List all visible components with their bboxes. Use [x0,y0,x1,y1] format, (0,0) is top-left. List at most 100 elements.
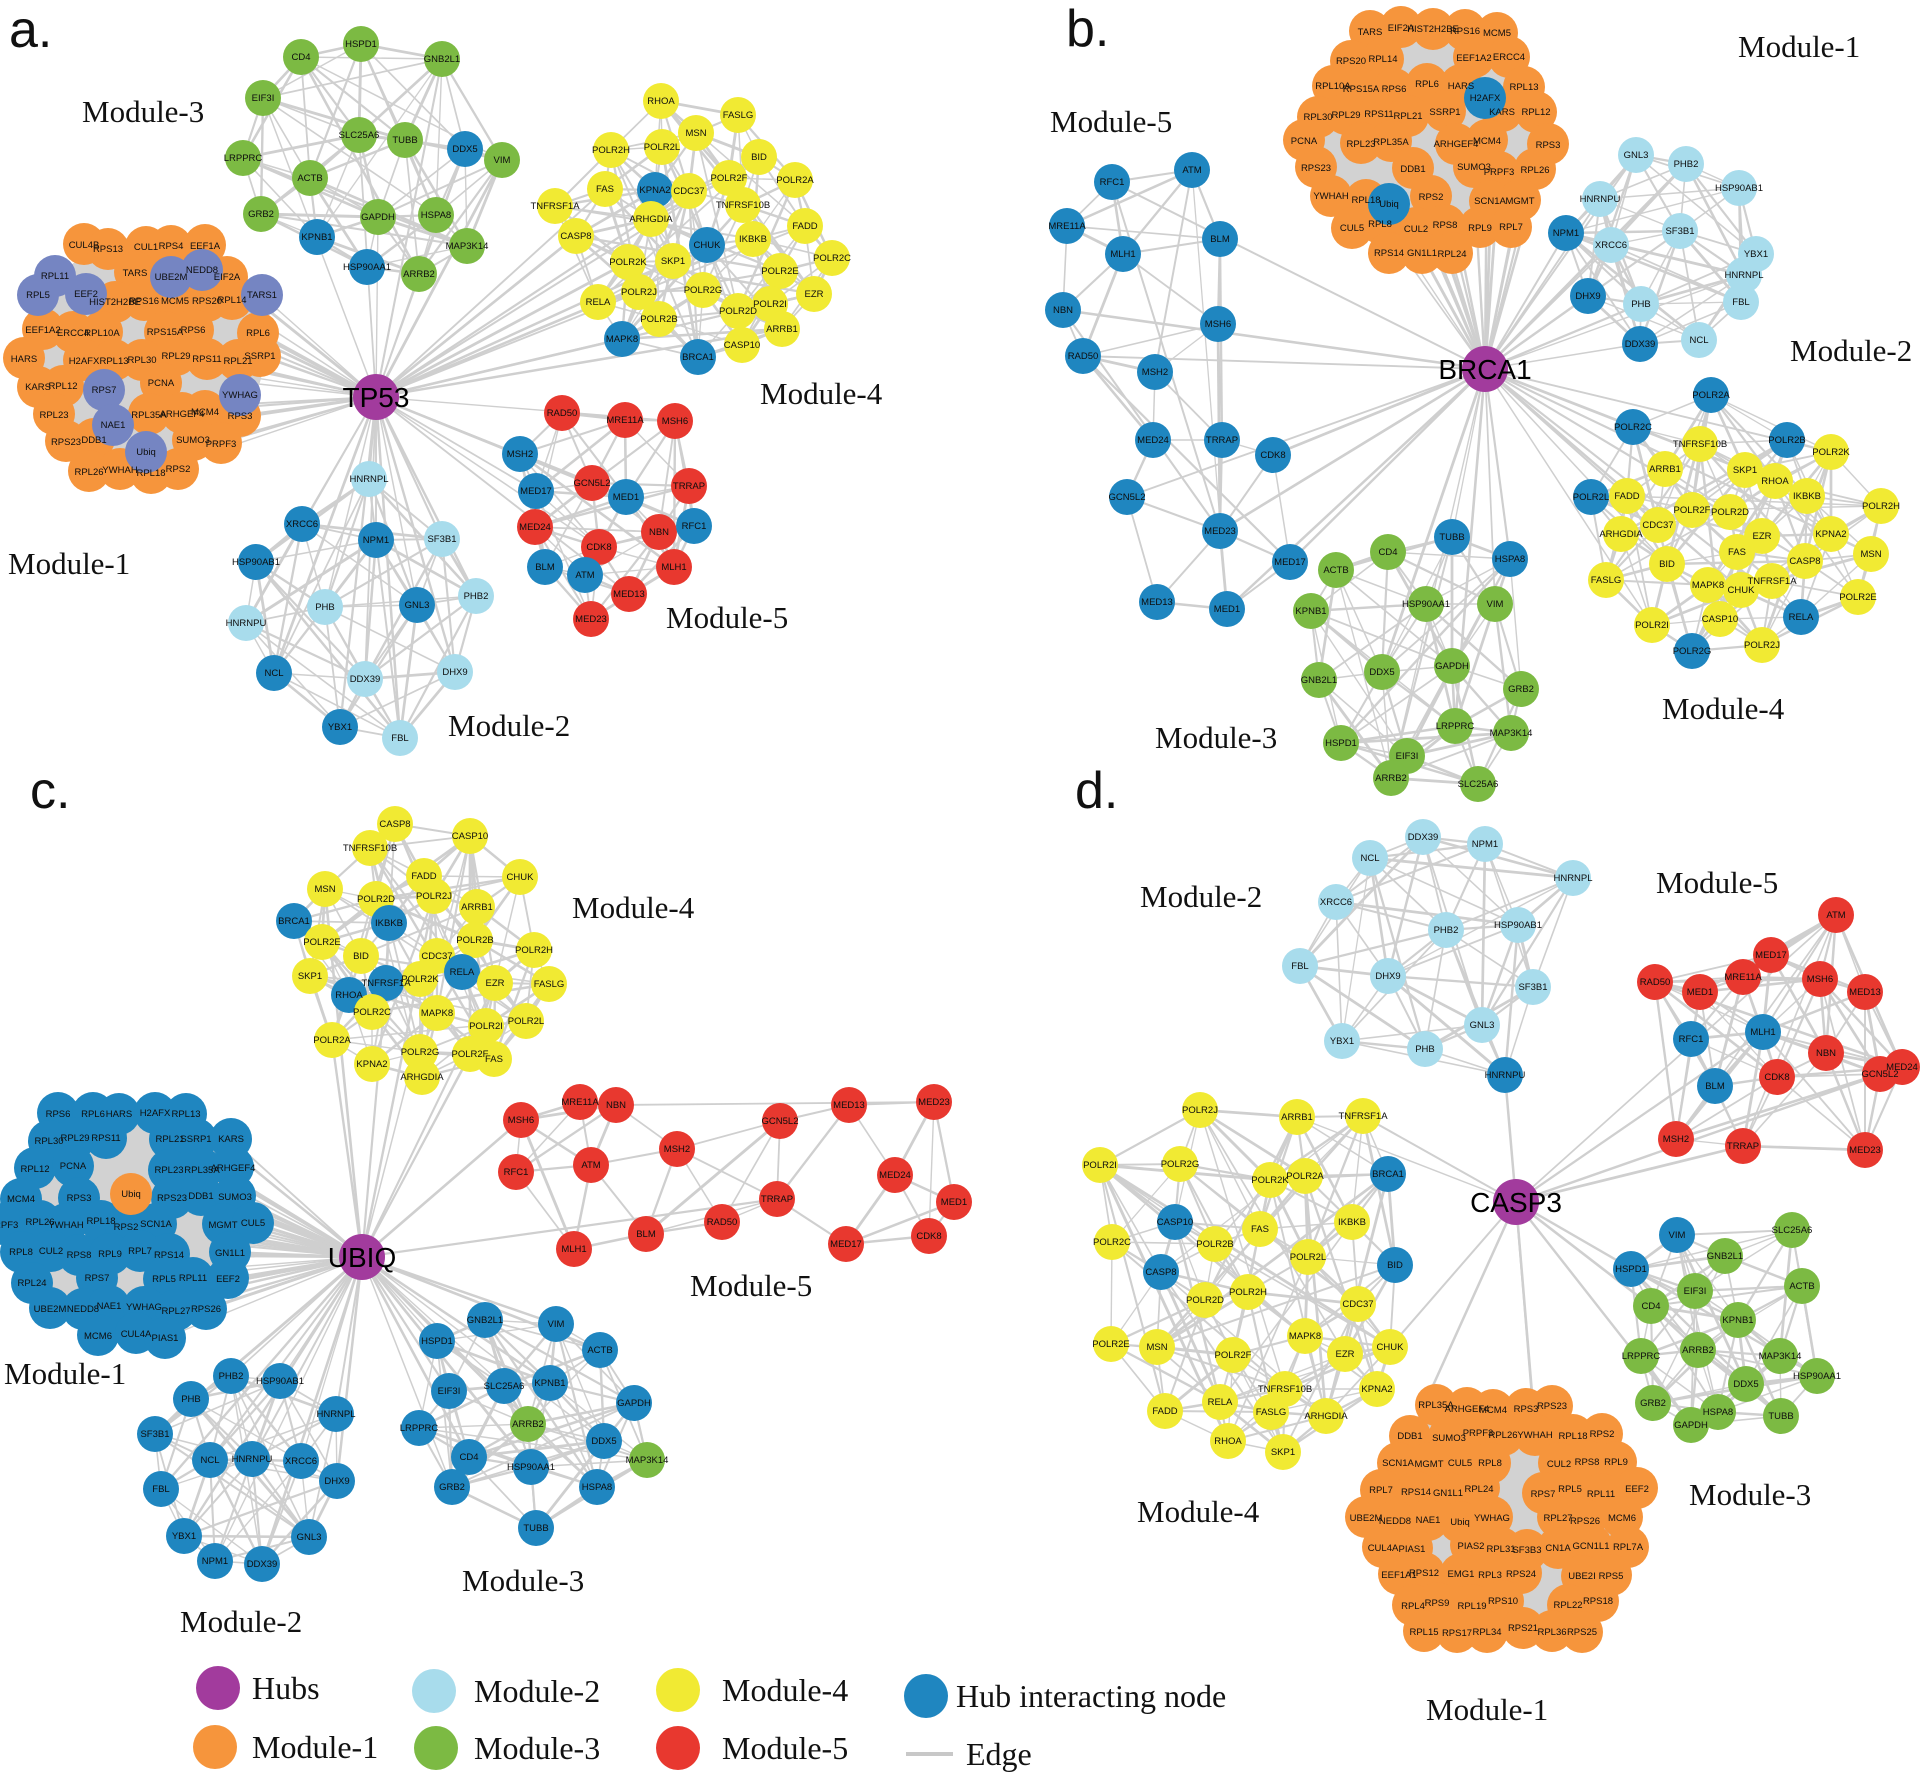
svg-text:CDK8: CDK8 [1764,1072,1789,1083]
svg-text:SF3B1: SF3B1 [1518,982,1547,993]
svg-text:MAPK8: MAPK8 [1289,1331,1321,1342]
svg-text:Module-3: Module-3 [474,1730,600,1766]
svg-text:PHB: PHB [1415,1044,1435,1055]
svg-text:MAPK8: MAPK8 [606,334,638,345]
svg-text:RPS8: RPS8 [1575,1457,1600,1468]
svg-text:RPL12: RPL12 [20,1164,49,1175]
svg-text:RPS5: RPS5 [1599,1571,1624,1582]
svg-text:HSPD1: HSPD1 [1325,738,1357,749]
svg-text:HNRNPL: HNRNPL [1553,873,1592,884]
svg-text:MED13: MED13 [833,1100,865,1111]
svg-text:HSP90AB1: HSP90AB1 [232,557,280,568]
svg-text:RPL31: RPL31 [1486,1544,1515,1555]
svg-text:GCN1L1: GCN1L1 [1573,1541,1610,1552]
svg-text:RPS17: RPS17 [1442,1628,1472,1639]
svg-text:Module-1: Module-1 [4,1356,126,1391]
svg-text:RPL34: RPL34 [1472,1627,1501,1638]
svg-text:FAS: FAS [485,1054,503,1065]
svg-text:PCNA: PCNA [148,378,175,389]
svg-text:ATM: ATM [581,1160,600,1171]
svg-text:RPL9: RPL9 [1468,223,1492,234]
svg-text:RPL12: RPL12 [1521,107,1550,118]
svg-text:UBE2M: UBE2M [155,272,188,283]
svg-text:GNL3: GNL3 [1470,1020,1495,1031]
svg-text:FADD: FADD [1152,1406,1177,1417]
svg-text:MCM5: MCM5 [1483,28,1511,39]
svg-text:TNFRSF10B: TNFRSF10B [1673,439,1727,450]
svg-text:HSPD1: HSPD1 [421,1336,453,1347]
svg-text:FBL: FBL [391,733,408,744]
svg-text:POLR2H: POLR2H [592,145,630,156]
svg-text:MAP3K14: MAP3K14 [1490,728,1533,739]
svg-text:RHOA: RHOA [647,96,675,107]
svg-text:HSPA8: HSPA8 [421,210,451,221]
svg-text:NAE1: NAE1 [1416,1515,1441,1526]
svg-text:NEDD8: NEDD8 [1379,1516,1411,1527]
svg-text:MCM4: MCM4 [7,1194,35,1205]
svg-text:ARRB2: ARRB2 [403,269,435,280]
svg-text:RPL9: RPL9 [1604,1457,1628,1468]
svg-text:RPL35A: RPL35A [1418,1400,1454,1411]
svg-text:EZR: EZR [1336,1349,1355,1360]
svg-text:TARS1: TARS1 [247,290,277,301]
svg-text:HSPD1: HSPD1 [1615,1264,1647,1275]
svg-text:ACTB: ACTB [587,1345,612,1356]
svg-text:KPNB1: KPNB1 [301,232,332,243]
svg-text:FADD: FADD [411,871,436,882]
svg-text:PCNA: PCNA [1291,136,1318,147]
svg-text:CDK8: CDK8 [1260,450,1285,461]
svg-text:FASLG: FASLG [723,110,754,121]
svg-text:FBL: FBL [1732,297,1749,308]
svg-text:RPS11: RPS11 [192,354,221,365]
svg-text:HNRNPU: HNRNPU [226,618,267,629]
svg-text:RPS20: RPS20 [1336,56,1366,67]
svg-text:GAPDH: GAPDH [1435,661,1469,672]
svg-text:ACTB: ACTB [1789,1281,1814,1292]
svg-text:MCM4: MCM4 [1479,1405,1507,1416]
svg-text:CDC37: CDC37 [421,951,452,962]
svg-text:RPL7A: RPL7A [1613,1542,1644,1553]
svg-text:RPS14: RPS14 [1374,248,1404,259]
svg-text:ARRB1: ARRB1 [766,324,798,335]
svg-text:NEDD8: NEDD8 [186,265,218,276]
svg-text:NPM1: NPM1 [202,1556,228,1567]
svg-text:TRRAP: TRRAP [1727,1141,1759,1152]
svg-text:RPL12: RPL12 [48,381,77,392]
svg-text:SLC25A6: SLC25A6 [484,1381,525,1392]
svg-text:CD4: CD4 [291,52,310,63]
svg-text:POLR2I: POLR2I [1083,1160,1117,1171]
svg-text:RPL6: RPL6 [246,328,270,339]
svg-text:CN1A: CN1A [1545,1543,1571,1554]
svg-text:MGMT: MGMT [208,1220,237,1231]
svg-text:RELA: RELA [1208,1397,1233,1408]
svg-text:POLR2C: POLR2C [813,253,851,264]
svg-text:MED24: MED24 [1137,435,1169,446]
svg-text:RPS12: RPS12 [1409,1568,1439,1579]
svg-text:HNRNPU: HNRNPU [232,1454,273,1465]
svg-text:XRCC6: XRCC6 [285,1456,317,1467]
svg-text:a.: a. [9,1,52,59]
svg-text:TNFRSF1A: TNFRSF1A [530,201,580,212]
svg-text:EIF3I: EIF3I [1396,751,1419,762]
svg-text:POLR2J: POLR2J [1744,640,1780,651]
svg-text:SCN1A: SCN1A [140,1219,172,1230]
svg-text:MAP3K14: MAP3K14 [1759,1351,1802,1362]
svg-text:MAPK8: MAPK8 [1692,580,1724,591]
svg-text:CUL2: CUL2 [39,1246,63,1257]
svg-text:POLR2J: POLR2J [1182,1105,1218,1116]
svg-text:RPS9: RPS9 [1425,1598,1450,1609]
svg-text:MED13: MED13 [1849,987,1881,998]
svg-text:DDX5: DDX5 [1369,667,1394,678]
svg-text:Edge: Edge [966,1736,1032,1772]
svg-text:FBL: FBL [1291,961,1308,972]
svg-text:HSPA8: HSPA8 [582,1482,612,1493]
svg-text:RPL14: RPL14 [1368,54,1397,65]
svg-text:UBE2M: UBE2M [34,1304,67,1315]
svg-text:NAE1: NAE1 [101,420,126,431]
svg-text:RAD50: RAD50 [707,1217,738,1228]
svg-text:RPL15: RPL15 [1409,1627,1438,1638]
svg-text:RPL24: RPL24 [1464,1484,1493,1495]
svg-text:RPL29: RPL29 [1331,110,1360,121]
svg-text:GCN5L2: GCN5L2 [762,1116,799,1127]
svg-text:MED1: MED1 [613,492,639,503]
